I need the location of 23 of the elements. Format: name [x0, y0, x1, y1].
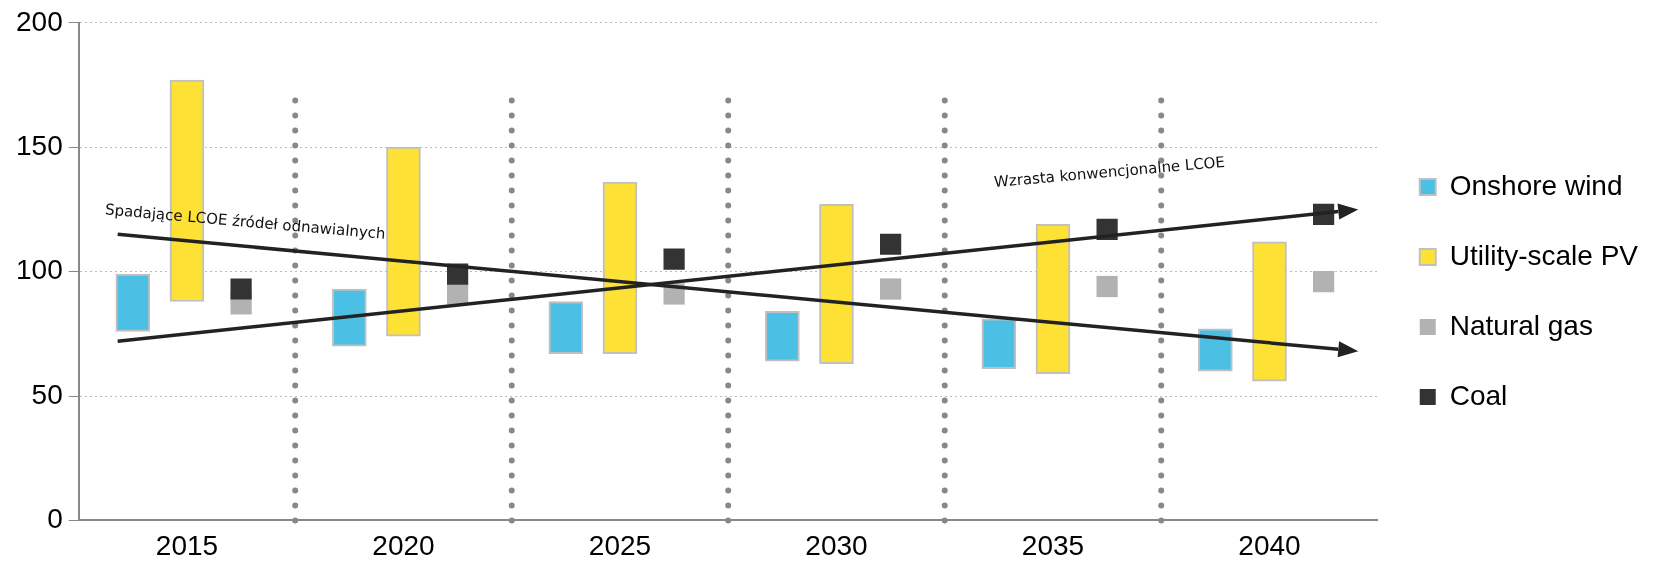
legend-label: Natural gas [1449, 309, 1593, 341]
y-tick-label: 50 [31, 378, 63, 410]
annotation: Wzrasta konwencjonalne LCOE [993, 152, 1226, 191]
point [880, 233, 902, 255]
x-tick-label: 2035 [1021, 529, 1085, 561]
y-tick-label: 200 [16, 5, 63, 37]
y-tick-label: 100 [16, 254, 63, 286]
x-tick-label: 2020 [372, 529, 435, 561]
annotation: Spadające LCOE źródeł odnawialnych [104, 200, 387, 243]
y-tick-label: 0 [47, 503, 63, 535]
point [1313, 270, 1335, 293]
point [230, 278, 252, 300]
point [1096, 275, 1118, 298]
x-tick-label: 2025 [588, 529, 652, 561]
point [663, 248, 685, 270]
legend-label: Coal [1449, 379, 1508, 411]
x-tick-label: 2040 [1238, 529, 1301, 561]
legend-label: Onshore wind [1449, 169, 1623, 201]
y-tick-label: 150 [16, 129, 63, 161]
point [880, 278, 902, 300]
x-tick-label: 2030 [805, 529, 868, 561]
legend-label: Utility-scale PV [1449, 239, 1639, 271]
x-tick-label: 2015 [155, 529, 219, 561]
